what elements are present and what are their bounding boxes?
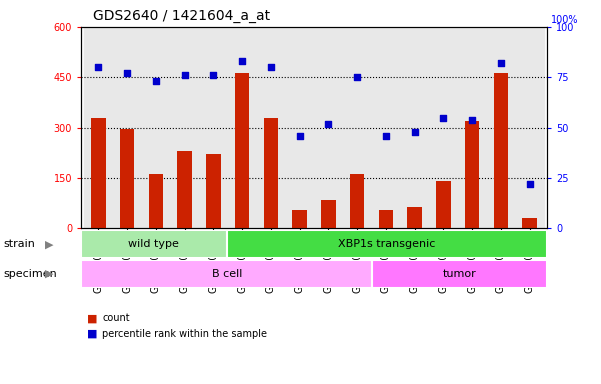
Text: GDS2640 / 1421604_a_at: GDS2640 / 1421604_a_at bbox=[93, 9, 270, 23]
Point bbox=[151, 78, 160, 84]
Point bbox=[237, 58, 247, 64]
Bar bbox=[177, 151, 192, 228]
Bar bbox=[120, 129, 135, 228]
Point bbox=[295, 132, 305, 139]
Bar bbox=[314, 27, 343, 228]
Text: ■: ■ bbox=[87, 329, 97, 339]
Bar bbox=[372, 260, 547, 288]
Text: strain: strain bbox=[3, 239, 35, 249]
Point bbox=[410, 129, 419, 135]
Text: XBP1s transgenic: XBP1s transgenic bbox=[338, 239, 436, 249]
Bar bbox=[515, 27, 544, 228]
Bar bbox=[493, 73, 508, 228]
Point bbox=[123, 70, 132, 76]
Point bbox=[468, 117, 477, 123]
Bar bbox=[487, 27, 515, 228]
Point bbox=[266, 64, 276, 70]
Bar bbox=[235, 73, 249, 228]
Bar bbox=[148, 174, 163, 228]
Bar bbox=[465, 121, 480, 228]
Bar bbox=[293, 210, 307, 228]
Text: wild type: wild type bbox=[129, 239, 179, 249]
Bar bbox=[257, 27, 285, 228]
Point bbox=[352, 74, 362, 80]
Bar bbox=[91, 118, 106, 228]
Bar bbox=[407, 207, 422, 228]
Point bbox=[381, 132, 391, 139]
Bar bbox=[84, 27, 113, 228]
Bar bbox=[227, 230, 547, 258]
Text: ▶: ▶ bbox=[45, 239, 53, 249]
Text: specimen: specimen bbox=[3, 269, 56, 279]
Bar bbox=[170, 27, 199, 228]
Point bbox=[439, 114, 448, 121]
Bar bbox=[436, 182, 451, 228]
Bar bbox=[458, 27, 487, 228]
Point bbox=[525, 181, 534, 187]
Bar bbox=[228, 27, 257, 228]
Bar bbox=[522, 218, 537, 228]
Text: ■: ■ bbox=[87, 313, 97, 323]
Text: tumor: tumor bbox=[443, 269, 477, 279]
Text: percentile rank within the sample: percentile rank within the sample bbox=[102, 329, 267, 339]
Bar bbox=[400, 27, 429, 228]
Text: B cell: B cell bbox=[212, 269, 242, 279]
Bar bbox=[264, 118, 278, 228]
Bar bbox=[379, 210, 393, 228]
Point bbox=[323, 121, 333, 127]
Text: 100%: 100% bbox=[551, 15, 579, 25]
Text: count: count bbox=[102, 313, 130, 323]
Bar bbox=[343, 27, 371, 228]
Bar bbox=[321, 200, 335, 228]
Bar bbox=[141, 27, 170, 228]
Point bbox=[94, 64, 103, 70]
Point bbox=[180, 72, 189, 78]
Bar bbox=[350, 174, 364, 228]
Point bbox=[496, 60, 505, 66]
Bar bbox=[199, 27, 228, 228]
Bar bbox=[81, 230, 227, 258]
Bar bbox=[113, 27, 141, 228]
Bar bbox=[371, 27, 400, 228]
Bar bbox=[429, 27, 458, 228]
Point bbox=[209, 72, 218, 78]
Bar bbox=[81, 260, 372, 288]
Text: ▶: ▶ bbox=[45, 269, 53, 279]
Bar bbox=[285, 27, 314, 228]
Bar bbox=[206, 154, 221, 228]
